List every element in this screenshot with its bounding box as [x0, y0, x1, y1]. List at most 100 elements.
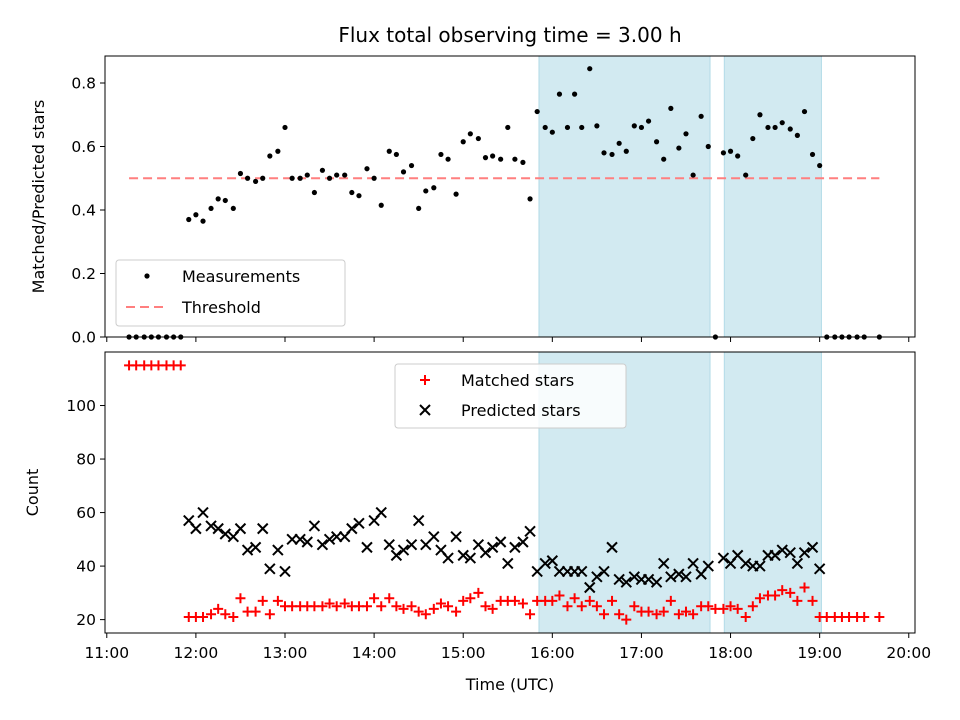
measurement-point	[311, 189, 318, 196]
predicted-stars-point	[620, 576, 632, 588]
measurement-point	[334, 172, 340, 178]
matched-stars-point	[629, 601, 640, 612]
predicted-stars-point	[673, 568, 685, 580]
measurement-point	[431, 185, 437, 191]
measurement-point	[720, 150, 727, 156]
matched-stars-point	[651, 609, 662, 620]
matched-stars-point	[250, 606, 261, 617]
predicted-stars-point	[264, 563, 276, 575]
measurement-point	[505, 124, 511, 131]
matched-stars-point	[525, 609, 536, 620]
measurement-point	[757, 112, 763, 118]
legend-box	[394, 363, 627, 429]
matched-stars-point	[658, 606, 669, 617]
predicted-stars-point	[397, 544, 410, 556]
y-tick-label: 0.0	[71, 329, 96, 347]
measurement-point	[200, 218, 206, 224]
measurement-point	[683, 131, 689, 137]
matched-stars-point	[576, 601, 587, 612]
measurement-point	[416, 205, 422, 212]
measurement-point	[393, 151, 399, 158]
measurement-point	[453, 191, 459, 197]
y-tick-label: 0.6	[71, 138, 96, 156]
matched-stars-point	[740, 611, 751, 622]
matched-stars-point	[547, 595, 558, 606]
measurement-point	[482, 155, 489, 161]
predicted-stars-point	[234, 522, 247, 535]
predicted-stars-point	[442, 552, 454, 564]
matched-stars-point	[643, 606, 654, 617]
measurement-point	[498, 156, 504, 162]
predicted-stars-point	[272, 544, 284, 556]
predicted-stars-point	[546, 555, 559, 567]
predicted-stars-point	[717, 552, 730, 564]
measurement-point	[222, 197, 228, 204]
matched-stars-point	[361, 601, 372, 612]
matched-stars-point	[473, 587, 484, 598]
plot-frame	[104, 55, 916, 338]
predicted-stars-point	[680, 571, 692, 583]
measurement-point	[668, 105, 674, 111]
matched-stars-point	[777, 585, 788, 596]
measurement-point	[475, 135, 481, 142]
measurement-point	[787, 126, 793, 132]
matched-stars-point	[569, 593, 580, 604]
matched-stars-point	[398, 603, 409, 614]
matched-stars-point	[228, 611, 239, 622]
predicted-stars-point	[784, 547, 796, 559]
y-tick-label: 80	[76, 451, 96, 469]
matched-stars-point	[451, 606, 462, 617]
measurement-point	[698, 113, 704, 119]
predicted-stars-point	[769, 549, 781, 562]
matched-stars-point	[591, 601, 602, 612]
y-axis-label: Matched/Predicted stars	[29, 100, 48, 294]
measurement-point	[594, 123, 600, 129]
predicted-stars-point	[642, 573, 655, 586]
measurement-point	[587, 66, 593, 72]
matched-stars-point	[665, 595, 676, 606]
measurement-point	[564, 124, 571, 131]
x-tick-label: 12:00	[174, 644, 219, 662]
measurement-point	[364, 166, 370, 172]
predicted-stars-point	[294, 533, 306, 546]
matched-stars-point	[517, 598, 528, 609]
predicted-stars-point	[628, 571, 641, 583]
predicted-stars-point	[613, 573, 625, 586]
measurement-point	[252, 178, 259, 185]
x-tick-label: 14:00	[352, 644, 397, 662]
measurement-point	[661, 156, 667, 162]
measurement-point	[616, 140, 622, 146]
matched-stars-point	[206, 609, 217, 620]
predicted-stars-point	[361, 541, 373, 554]
matched-stars-point	[272, 595, 283, 606]
matched-stars-point	[607, 595, 618, 606]
measurement-point	[623, 148, 629, 154]
predicted-stars-point	[428, 530, 440, 543]
matched-stars-point	[785, 587, 796, 598]
predicted-stars-point	[509, 541, 521, 554]
matched-stars-point	[807, 595, 818, 606]
predicted-stars-point	[524, 525, 536, 538]
matched-stars-point	[562, 601, 573, 612]
matched-stars-point	[406, 601, 417, 612]
predicted-stars-point	[464, 552, 477, 564]
measurement-point	[534, 108, 540, 115]
measurement-point	[237, 170, 244, 177]
measurement-point	[645, 118, 652, 124]
shaded-interval	[723, 351, 822, 634]
measurement-point	[244, 175, 251, 181]
shaded-interval	[538, 55, 711, 338]
measurement-point	[549, 129, 555, 135]
x-axis-label: Time (UTC)	[465, 675, 554, 694]
measurement-point	[467, 131, 473, 137]
measurement-point	[542, 124, 548, 131]
matched-stars-point	[770, 590, 781, 601]
matched-stars-point	[220, 609, 231, 620]
y-tick-label: 40	[76, 558, 96, 576]
matched-stars-point	[324, 598, 335, 609]
matched-stars-point	[874, 611, 885, 622]
predicted-stars-point	[479, 547, 492, 559]
legend-measurement-marker	[144, 273, 150, 279]
predicted-stars-point	[539, 557, 551, 570]
matched-stars-point	[369, 593, 380, 604]
